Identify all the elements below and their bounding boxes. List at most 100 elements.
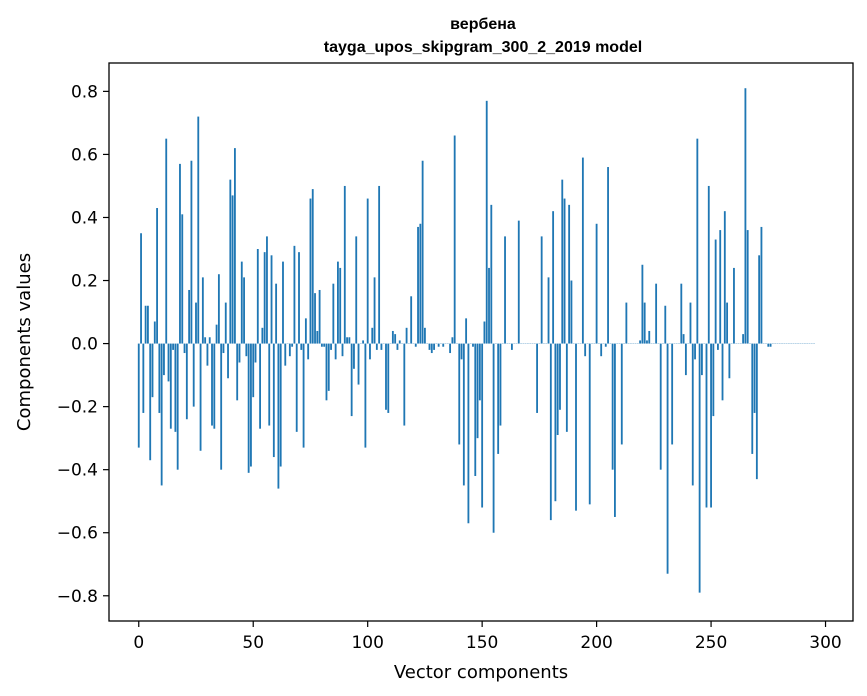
bar (682, 334, 685, 344)
y-axis-label: Components values (14, 253, 35, 431)
bar (646, 340, 648, 344)
bar (575, 343, 577, 511)
x-axis-ticks: 0 50 100 150 200 250 300 (133, 621, 842, 653)
bar (165, 138, 168, 344)
bar (584, 343, 587, 357)
bar (272, 343, 275, 458)
bar (753, 343, 756, 413)
bar (348, 337, 351, 344)
bar (664, 305, 667, 344)
chart-title: вербена (450, 16, 516, 33)
bar (604, 343, 607, 347)
bar (151, 343, 154, 398)
bar (680, 283, 683, 344)
bar (717, 343, 719, 350)
bar (206, 343, 209, 366)
bar (341, 343, 344, 357)
plot-frame (108, 62, 854, 622)
bar (295, 343, 298, 432)
bar (497, 343, 500, 454)
bar (318, 289, 321, 344)
x-tick-label: 0 (133, 633, 144, 653)
y-tick-label: 0.6 (71, 145, 98, 165)
bar (767, 343, 770, 347)
bar (220, 343, 223, 470)
bar (288, 343, 291, 357)
bar (252, 343, 255, 398)
bar (147, 305, 149, 344)
bar (403, 343, 406, 426)
bar (483, 321, 486, 344)
bar (380, 343, 383, 350)
bar (671, 343, 674, 445)
bar (277, 343, 280, 489)
x-tick-label: 150 (466, 633, 498, 653)
bar (746, 230, 749, 344)
bar (710, 343, 712, 508)
bar (325, 343, 328, 401)
bar (238, 343, 241, 363)
bar (208, 337, 211, 344)
bar (689, 302, 692, 344)
bar (639, 340, 642, 344)
bar (460, 343, 463, 360)
bar (554, 343, 557, 502)
bar (215, 324, 218, 344)
bar (417, 226, 419, 344)
bar (375, 343, 378, 350)
bar (183, 343, 186, 354)
x-axis-label: Vector components (394, 662, 568, 683)
bar (467, 343, 470, 524)
y-tick-label: −0.6 (57, 524, 98, 544)
x-tick-label: 100 (351, 633, 383, 653)
bar (476, 343, 479, 439)
bar (421, 160, 424, 344)
bar (430, 343, 433, 354)
bar (227, 343, 229, 379)
bar (744, 88, 747, 344)
bar (588, 343, 591, 505)
x-tick-label: 250 (695, 633, 727, 653)
bar (371, 327, 374, 344)
bar (314, 293, 316, 344)
bar (655, 283, 658, 344)
bar (236, 343, 239, 401)
bar (453, 135, 456, 344)
bar (172, 343, 175, 350)
bar (760, 226, 763, 344)
bar (424, 327, 426, 344)
bar (607, 167, 609, 344)
bar (568, 204, 571, 344)
bar (614, 343, 616, 517)
bar (304, 318, 307, 344)
bar (714, 239, 717, 344)
bar (176, 343, 179, 470)
bar (243, 277, 245, 344)
bar (391, 330, 394, 344)
bar (600, 343, 603, 357)
bar (320, 343, 323, 347)
x-tick-label: 50 (242, 633, 264, 653)
bar (247, 343, 250, 473)
bar (204, 337, 207, 344)
bar (387, 343, 390, 413)
bar (405, 327, 408, 344)
bar (259, 343, 261, 429)
bar (167, 343, 170, 382)
y-tick-label: 0.0 (71, 335, 98, 355)
bar (327, 343, 330, 391)
bar (270, 255, 273, 344)
bar (261, 327, 264, 344)
bar (719, 230, 722, 344)
bar (188, 289, 191, 344)
bar (192, 343, 195, 407)
bar (362, 340, 365, 344)
bar (298, 252, 300, 344)
bar (684, 343, 687, 376)
bar (337, 261, 339, 344)
bar (158, 343, 161, 413)
y-tick-label: −0.8 (57, 587, 98, 607)
bar (478, 343, 481, 401)
bar (323, 343, 326, 347)
bar (195, 302, 197, 344)
